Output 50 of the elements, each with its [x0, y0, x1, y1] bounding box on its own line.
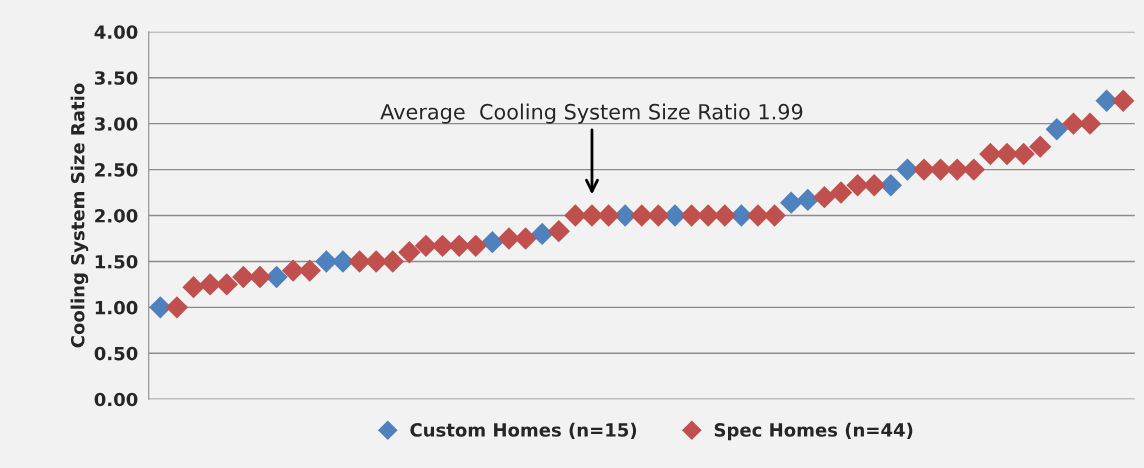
point	[215, 273, 238, 296]
y-tick-label: 1.00	[95, 300, 138, 315]
point	[962, 158, 986, 181]
point	[1045, 117, 1069, 141]
point	[863, 174, 886, 197]
y-tick-label: 4.00	[94, 25, 138, 39]
point	[846, 174, 869, 197]
point	[796, 188, 819, 212]
point	[165, 296, 189, 319]
point	[315, 250, 338, 273]
point	[182, 275, 205, 299]
y-tick-label: 3.50	[94, 71, 138, 85]
point	[530, 222, 554, 246]
point	[348, 250, 371, 273]
point	[647, 204, 670, 227]
point	[149, 296, 172, 319]
point	[813, 185, 836, 209]
point	[896, 158, 919, 181]
point	[1062, 112, 1085, 135]
annotation: Average Cooling System Size Ratio 1.99	[380, 103, 803, 124]
legend-label: Custom Homes (n=15)	[410, 422, 637, 439]
legend-label: Spec Homes (n=44)	[714, 422, 913, 441]
point	[564, 204, 587, 227]
y-tick-label: 3.00	[94, 117, 138, 131]
point	[464, 234, 487, 258]
point	[298, 259, 321, 282]
y-tick-label: 2.50	[95, 163, 138, 177]
point	[763, 204, 786, 227]
y-tick-label: 0.50	[94, 346, 138, 361]
point	[929, 158, 952, 181]
point	[547, 219, 570, 243]
point	[1012, 142, 1035, 166]
point	[1029, 135, 1052, 158]
point	[713, 204, 736, 227]
point	[829, 181, 853, 204]
point	[680, 204, 703, 227]
y-tick-label: 2.00	[95, 208, 138, 223]
y-tick-label: 0.00	[94, 392, 138, 407]
point	[780, 191, 803, 214]
y-axis-title: Cooling System Size Ratio	[70, 83, 89, 348]
point	[398, 241, 421, 264]
point	[597, 204, 620, 227]
point	[514, 227, 537, 250]
point	[1112, 89, 1135, 112]
point	[248, 265, 272, 289]
point	[1078, 112, 1102, 135]
y-tick-label: 1.50	[95, 254, 138, 269]
point	[431, 234, 454, 258]
point	[381, 250, 404, 273]
point	[1095, 89, 1118, 112]
